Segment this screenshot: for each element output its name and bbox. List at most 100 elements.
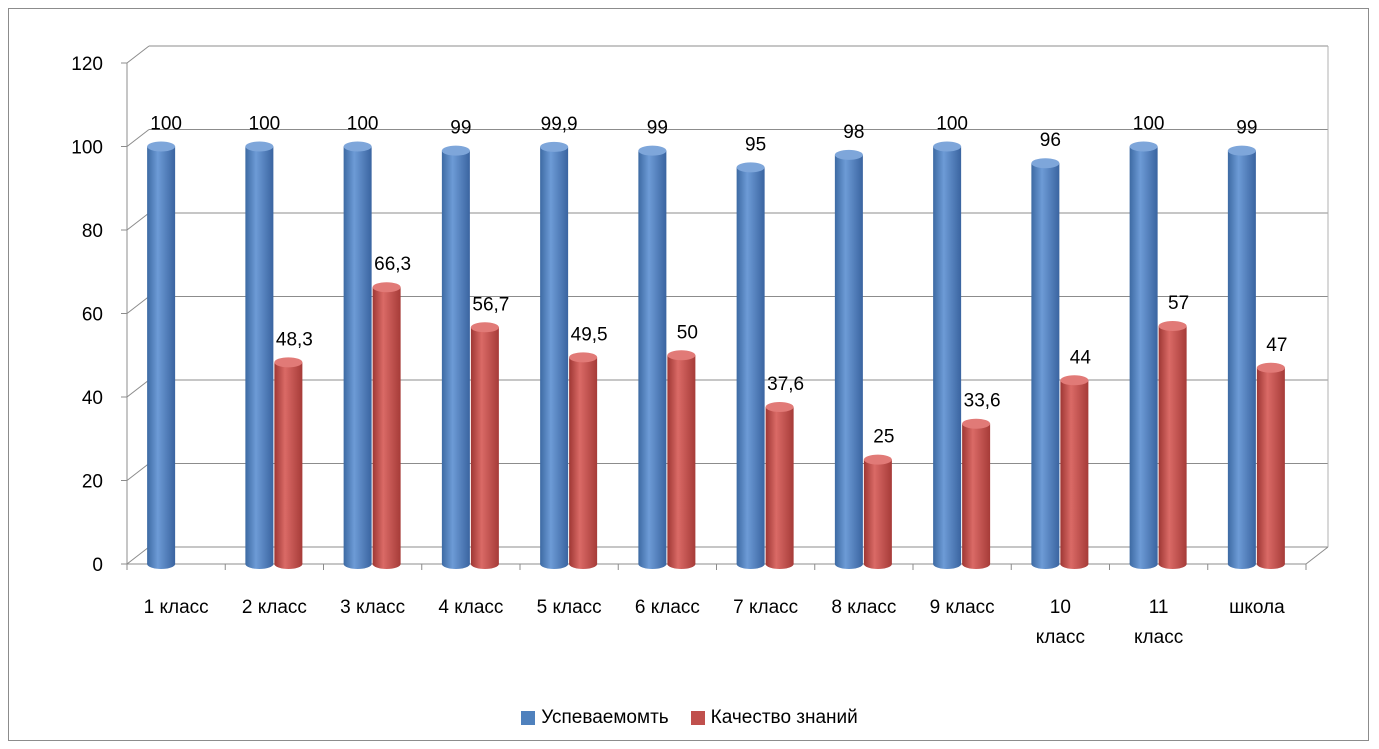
bar-kachestvo: [470, 327, 499, 564]
bar-base: [1060, 559, 1089, 569]
legend-item-series-1: Успеваемомть: [521, 707, 669, 729]
x-tick-label: 6 класс: [635, 597, 700, 618]
bar-base: [765, 559, 794, 569]
gridline-connector: [126, 379, 150, 398]
x-tick-label: 4 класс: [438, 597, 503, 618]
data-label: 100: [249, 114, 281, 135]
bar-uspevaemost: [540, 146, 569, 565]
x-tick-label: класс: [1036, 627, 1085, 648]
data-label: 66,3: [374, 254, 411, 275]
bar-base: [540, 559, 569, 569]
bar-top: [569, 352, 598, 363]
x-tick-label: 3 класс: [340, 597, 405, 618]
bar-top: [863, 454, 892, 465]
bar-base: [638, 559, 667, 569]
y-tick-label: 0: [92, 555, 103, 576]
x-tick-label: класс: [1134, 627, 1183, 648]
bar-uspevaemost: [638, 150, 667, 565]
bar-base: [372, 559, 401, 569]
bar-base: [863, 559, 892, 569]
legend-label-series-2: Качество знаний: [710, 707, 858, 728]
bar-uspevaemost: [933, 146, 962, 564]
x-tick-label: 5 класс: [537, 597, 602, 618]
gridline-connector: [126, 463, 150, 481]
data-label: 25: [873, 427, 894, 448]
gridline-connector: [126, 212, 150, 231]
bar-uspevaemost: [343, 146, 372, 564]
bar-kachestvo: [1060, 380, 1089, 564]
bar-top: [765, 402, 794, 413]
bar-base: [1031, 559, 1060, 569]
data-label: 99: [450, 118, 471, 139]
y-tick-label: 60: [82, 305, 103, 326]
y-tick-label: 80: [82, 221, 103, 242]
bar-top: [470, 322, 499, 333]
x-tick-label: 7 класс: [733, 597, 798, 618]
bar-kachestvo: [274, 362, 303, 564]
bar-base: [569, 559, 598, 569]
bar-uspevaemost: [1129, 146, 1158, 564]
gridline-connector: [126, 546, 150, 565]
bar-base: [245, 559, 274, 569]
bar-base: [1129, 559, 1158, 569]
bar-base: [962, 559, 991, 569]
bar-top: [1129, 141, 1158, 152]
legend-swatch-series-2: [690, 711, 705, 725]
bar-uspevaemost: [1031, 163, 1060, 564]
gridline-connector: [126, 45, 150, 64]
bar-base: [147, 559, 176, 569]
x-tick-label: 11: [1149, 597, 1169, 618]
bar-uspevaemost: [1227, 150, 1256, 565]
bar-top: [147, 141, 176, 152]
bar-top: [962, 418, 991, 429]
bar-base: [933, 559, 962, 569]
data-label: 56,7: [472, 294, 509, 315]
bar-top: [245, 141, 274, 152]
bar-kachestvo: [863, 459, 892, 564]
data-label: 37,6: [767, 374, 804, 395]
bar-uspevaemost: [245, 146, 274, 564]
legend: Успеваемомть Качество знаний: [0, 704, 1379, 732]
x-tick-label: 1 класс: [144, 597, 209, 618]
bar-top: [1256, 362, 1285, 373]
bar-kachestvo: [667, 355, 696, 564]
data-label: 50: [677, 322, 698, 343]
data-label: 44: [1070, 347, 1092, 368]
data-label: 99: [1236, 118, 1257, 139]
bar-uspevaemost: [834, 154, 863, 564]
bar-kachestvo: [1256, 367, 1285, 564]
x-tick-label: 10: [1050, 597, 1071, 618]
data-label: 99,9: [541, 114, 578, 135]
bar-base: [1227, 559, 1256, 569]
bar-uspevaemost: [441, 150, 470, 565]
bar-top: [834, 149, 863, 160]
bar-base: [274, 559, 303, 569]
data-label: 99: [647, 118, 668, 139]
data-label: 49,5: [571, 324, 608, 345]
data-label: 100: [150, 114, 182, 135]
data-label: 95: [745, 134, 766, 155]
bar-top: [372, 282, 401, 293]
bar-kachestvo: [372, 287, 401, 564]
bar-top: [1227, 145, 1256, 156]
bar-kachestvo: [569, 357, 598, 564]
bar-top: [1158, 321, 1187, 332]
bar-top: [540, 141, 569, 152]
floor-right-edge: [1305, 546, 1329, 565]
bar-kachestvo: [1158, 326, 1187, 564]
gridline-connector: [126, 296, 150, 314]
bar-base: [834, 559, 863, 569]
bar-top: [1060, 375, 1089, 386]
legend-swatch-series-1: [521, 711, 536, 725]
bar-top: [441, 145, 470, 156]
bar-uspevaemost: [736, 167, 765, 564]
bar-top: [933, 141, 962, 152]
data-label: 100: [936, 114, 968, 135]
data-label: 100: [347, 114, 379, 135]
bar-top: [343, 141, 372, 152]
bar-base: [343, 559, 372, 569]
data-label: 100: [1133, 114, 1165, 135]
gridline-connector: [126, 129, 150, 147]
data-label: 47: [1266, 335, 1287, 356]
